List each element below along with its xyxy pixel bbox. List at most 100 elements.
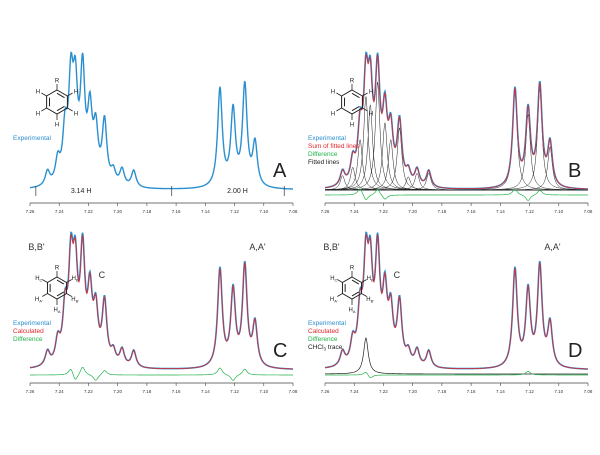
substituent-bond [361,293,367,297]
substituent-bond [42,279,48,283]
difference-trace [325,371,588,378]
substituent-r: R [350,266,355,272]
double-bond [351,92,360,99]
x-tick-label: 7.14 [201,209,210,214]
benzene-structure: R HB HB' HA HA' HC [35,266,79,315]
substituent-h: HB' [71,297,79,304]
peak-group-label: B,B' [28,242,45,252]
substituent-bond [66,293,72,297]
x-tick-label: 7.22 [84,209,93,214]
x-tick-label: 7.12 [525,209,534,214]
substituent-subscript: A' [334,299,338,304]
substituent-bond [361,279,367,283]
x-tick-label: 7.16 [467,389,476,394]
substituent-subscript: B' [371,299,375,304]
x-tick-label: 7.20 [408,389,417,394]
fitted-line [325,166,588,191]
x-tick-label: 7.18 [143,389,152,394]
x-tick-label: 7.12 [230,209,239,214]
x-tick-label: 7.24 [350,209,359,214]
panel-label: A [273,160,287,182]
legend-entry: Difference [13,336,43,343]
substituent-bond [41,107,47,112]
double-bond [351,279,360,285]
substituent-bond [67,92,73,97]
peak-group-label: C [99,270,106,280]
substituent-h: HB' [366,297,374,304]
fitted-line [325,114,588,191]
x-tick-label: 7.10 [259,209,268,214]
double-bond [56,291,65,297]
substituent-h: HC [330,276,337,283]
substituent-bond [41,92,47,97]
substituent-h: HA' [35,297,43,304]
substituent-h: HB [367,276,374,283]
substituent-h: HB [72,276,79,283]
legend-entry: Fitted lines [308,159,340,166]
substituent-bond [362,107,368,112]
substituent-h: H [331,112,335,118]
panel-label: B [568,160,581,182]
substituent-subscript: A' [39,299,43,304]
peak-group-label: B,B' [323,242,340,252]
peak-group-label: C [394,270,401,280]
substituent-subscript: A [58,309,61,314]
difference-trace [324,188,588,201]
substituent-h: H [74,90,78,96]
benzene-structure: R HB HB' HA HA' HC [330,266,374,315]
x-tick-label: 7.26 [26,209,35,214]
legend-entry: CHCl3 trace [308,344,343,352]
x-tick-label: 7.10 [259,389,268,394]
x-tick-label: 7.14 [496,209,505,214]
x-tick-label: 7.26 [321,209,330,214]
benzene-structure: R H H H H H [36,79,78,129]
substituent-bond [42,293,48,297]
x-tick-label: 7.08 [289,389,298,394]
fitted-line [325,146,589,191]
substituent-bond [337,279,343,283]
double-bond [56,279,65,285]
x-tick-label: 7.10 [554,389,563,394]
x-tick-label: 7.24 [55,209,64,214]
double-bond [351,105,360,112]
x-tick-label: 7.22 [84,389,93,394]
calculated-trace [324,53,589,190]
substituent-subscript: B [76,278,79,283]
substituent-bond [67,107,73,112]
x-tick-label: 7.16 [467,209,476,214]
legend-entry: Experimental [308,135,346,142]
double-bond [56,92,65,99]
x-tick-label: 7.24 [55,389,64,394]
x-tick-label: 7.26 [321,389,330,394]
experimental-trace [29,51,294,190]
x-tick-label: 7.08 [289,209,298,214]
x-tick-label: 7.20 [113,209,122,214]
substituent-h: HA [348,308,355,315]
x-tick-label: 7.22 [379,389,388,394]
x-tick-label: 7.24 [350,389,359,394]
calculated-trace [29,233,294,370]
panel-label: C [273,340,287,362]
legend-entry: Difference [308,151,338,158]
substituent-bond [336,92,342,97]
substituent-bond [66,279,72,283]
substituent-h: H [369,112,373,118]
substituent-r: R [55,266,60,272]
substituent-subscript: A [353,309,356,314]
substituent-bond [362,92,368,97]
panel-a: 7.26 7.24 7.22 7.20 7.18 7.16 7.14 7.12 7.10 7.08… [13,51,298,214]
substituent-h: H [369,90,373,96]
substituent-bond [337,293,343,297]
x-tick-label: 7.26 [26,389,35,394]
panel-c: 7.26 7.24 7.22 7.20 7.18 7.16 7.14 7.12 7.10 7.08… [13,231,298,394]
x-tick-label: 7.20 [408,209,417,214]
x-tick-label: 7.08 [584,389,593,394]
substituent-h: H [74,112,78,118]
panel-b: 7.26 7.24 7.22 7.20 7.18 7.16 7.14 7.12 7.10 7.08… [308,51,593,214]
x-tick-label: 7.18 [438,389,447,394]
panel-label: D [568,340,582,362]
x-tick-label: 7.10 [554,209,563,214]
x-tick-label: 7.12 [525,389,534,394]
peak-group-label: A,A' [544,242,561,252]
